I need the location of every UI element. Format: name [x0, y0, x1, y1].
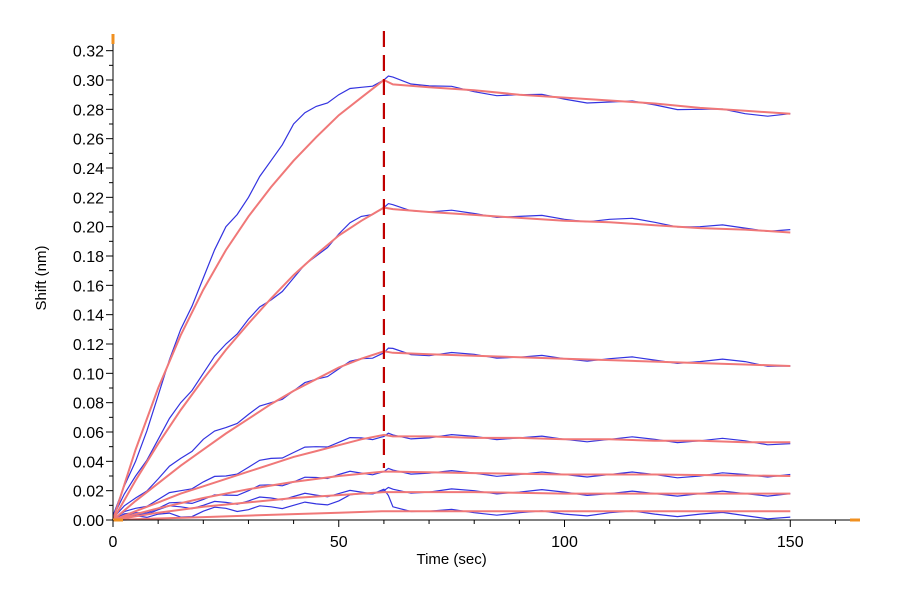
- measured-curve-4: [112, 432, 791, 521]
- x-axis-ticks: 0 50 100 150: [109, 520, 836, 551]
- y-tick-label: 0.22: [73, 190, 104, 207]
- y-tick-label: 0.16: [73, 278, 104, 295]
- fit-curve-7: [112, 510, 791, 521]
- y-axis-ticks: 0.00 0.02 0.04 0.06 0.08 0.10 0.12 0.14 0.16 0.18…: [73, 44, 113, 530]
- y-tick-label: 0.04: [73, 454, 104, 471]
- fit-curve-3: [112, 350, 791, 521]
- x-tick-label: 50: [330, 534, 348, 551]
- x-tick-label: 100: [551, 534, 578, 551]
- fit-curves: [112, 78, 791, 521]
- measured-curve-2: [112, 202, 791, 518]
- fit-curve-4: [112, 433, 791, 521]
- y-tick-label: 0.08: [73, 396, 104, 413]
- axes: [111, 34, 860, 522]
- measured-curve-1: [112, 75, 791, 516]
- y-tick-label: 0.02: [73, 484, 104, 501]
- x-axis-title: Time (sec): [416, 551, 486, 568]
- fit-curve-2: [112, 206, 791, 521]
- y-axis-title: Shift (nm): [33, 245, 50, 310]
- fit-curve-1: [112, 78, 791, 521]
- measured-curves: [112, 75, 791, 521]
- y-tick-label: 0.32: [73, 44, 104, 61]
- y-tick-label: 0.00: [73, 513, 104, 530]
- y-tick-label: 0.12: [73, 337, 104, 354]
- y-tick-label: 0.24: [73, 161, 104, 178]
- y-tick-label: 0.26: [73, 132, 104, 149]
- y-tick-label: 0.14: [73, 308, 104, 325]
- fit-curve-6: [112, 491, 791, 521]
- x-tick-label: 150: [777, 534, 804, 551]
- y-tick-label: 0.06: [73, 425, 104, 442]
- x-tick-label: 0: [109, 534, 118, 551]
- y-tick-label: 0.20: [73, 220, 104, 237]
- y-tick-label: 0.10: [73, 366, 104, 383]
- y-tick-label: 0.18: [73, 249, 104, 266]
- fit-curve-5: [112, 470, 791, 521]
- y-tick-label: 0.28: [73, 102, 104, 119]
- y-tick-label: 0.30: [73, 73, 104, 90]
